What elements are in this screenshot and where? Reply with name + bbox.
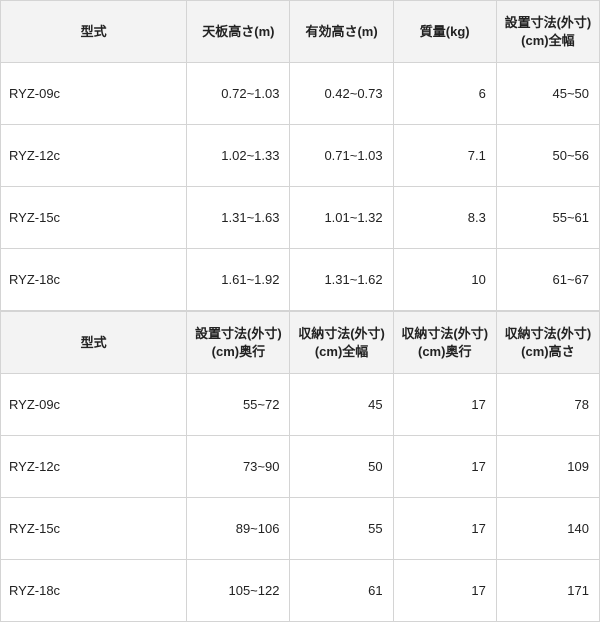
cell-value: 6: [393, 63, 496, 125]
cell-model: RYZ-18c: [1, 560, 187, 622]
table-row: RYZ-09c 55~72 45 17 78: [1, 374, 600, 436]
cell-value: 89~106: [187, 498, 290, 560]
cell-value: 140: [496, 498, 599, 560]
cell-value: 61: [290, 560, 393, 622]
cell-value: 0.42~0.73: [290, 63, 393, 125]
table-header-row: 型式 天板高さ(m) 有効高さ(m) 質量(kg) 設置寸法(外寸)(cm)全幅: [1, 1, 600, 63]
cell-value: 8.3: [393, 187, 496, 249]
cell-value: 17: [393, 560, 496, 622]
cell-value: 55~72: [187, 374, 290, 436]
cell-value: 0.72~1.03: [187, 63, 290, 125]
cell-value: 17: [393, 498, 496, 560]
col-header-model: 型式: [1, 312, 187, 374]
table-header-row: 型式 設置寸法(外寸)(cm)奥行 収納寸法(外寸)(cm)全幅 収納寸法(外寸…: [1, 312, 600, 374]
table-row: RYZ-15c 89~106 55 17 140: [1, 498, 600, 560]
cell-model: RYZ-15c: [1, 187, 187, 249]
table-row: RYZ-12c 73~90 50 17 109: [1, 436, 600, 498]
col-header-effective-height: 有効高さ(m): [290, 1, 393, 63]
cell-value: 55~61: [496, 187, 599, 249]
cell-value: 50: [290, 436, 393, 498]
col-header-mass: 質量(kg): [393, 1, 496, 63]
cell-value: 45: [290, 374, 393, 436]
cell-value: 45~50: [496, 63, 599, 125]
cell-value: 50~56: [496, 125, 599, 187]
table-row: RYZ-15c 1.31~1.63 1.01~1.32 8.3 55~61: [1, 187, 600, 249]
col-header-top-height: 天板高さ(m): [187, 1, 290, 63]
cell-value: 78: [496, 374, 599, 436]
cell-value: 10: [393, 249, 496, 311]
cell-value: 1.61~1.92: [187, 249, 290, 311]
cell-value: 1.01~1.32: [290, 187, 393, 249]
table-row: RYZ-18c 1.61~1.92 1.31~1.62 10 61~67: [1, 249, 600, 311]
table-row: RYZ-12c 1.02~1.33 0.71~1.03 7.1 50~56: [1, 125, 600, 187]
spec-table-2: 型式 設置寸法(外寸)(cm)奥行 収納寸法(外寸)(cm)全幅 収納寸法(外寸…: [0, 311, 600, 622]
cell-model: RYZ-18c: [1, 249, 187, 311]
cell-value: 105~122: [187, 560, 290, 622]
table-row: RYZ-09c 0.72~1.03 0.42~0.73 6 45~50: [1, 63, 600, 125]
cell-value: 109: [496, 436, 599, 498]
cell-value: 1.31~1.62: [290, 249, 393, 311]
col-header-storage-width: 収納寸法(外寸)(cm)全幅: [290, 312, 393, 374]
table-row: RYZ-18c 105~122 61 17 171: [1, 560, 600, 622]
cell-value: 73~90: [187, 436, 290, 498]
cell-value: 55: [290, 498, 393, 560]
col-header-storage-height: 収納寸法(外寸)(cm)高さ: [496, 312, 599, 374]
col-header-install-width: 設置寸法(外寸)(cm)全幅: [496, 1, 599, 63]
cell-value: 1.02~1.33: [187, 125, 290, 187]
cell-value: 17: [393, 374, 496, 436]
cell-value: 171: [496, 560, 599, 622]
col-header-install-depth: 設置寸法(外寸)(cm)奥行: [187, 312, 290, 374]
cell-model: RYZ-12c: [1, 125, 187, 187]
col-header-model: 型式: [1, 1, 187, 63]
col-header-storage-depth: 収納寸法(外寸)(cm)奥行: [393, 312, 496, 374]
cell-model: RYZ-09c: [1, 374, 187, 436]
cell-value: 1.31~1.63: [187, 187, 290, 249]
cell-value: 0.71~1.03: [290, 125, 393, 187]
cell-value: 17: [393, 436, 496, 498]
cell-value: 7.1: [393, 125, 496, 187]
cell-model: RYZ-09c: [1, 63, 187, 125]
cell-model: RYZ-12c: [1, 436, 187, 498]
cell-value: 61~67: [496, 249, 599, 311]
spec-table-1: 型式 天板高さ(m) 有効高さ(m) 質量(kg) 設置寸法(外寸)(cm)全幅…: [0, 0, 600, 311]
cell-model: RYZ-15c: [1, 498, 187, 560]
